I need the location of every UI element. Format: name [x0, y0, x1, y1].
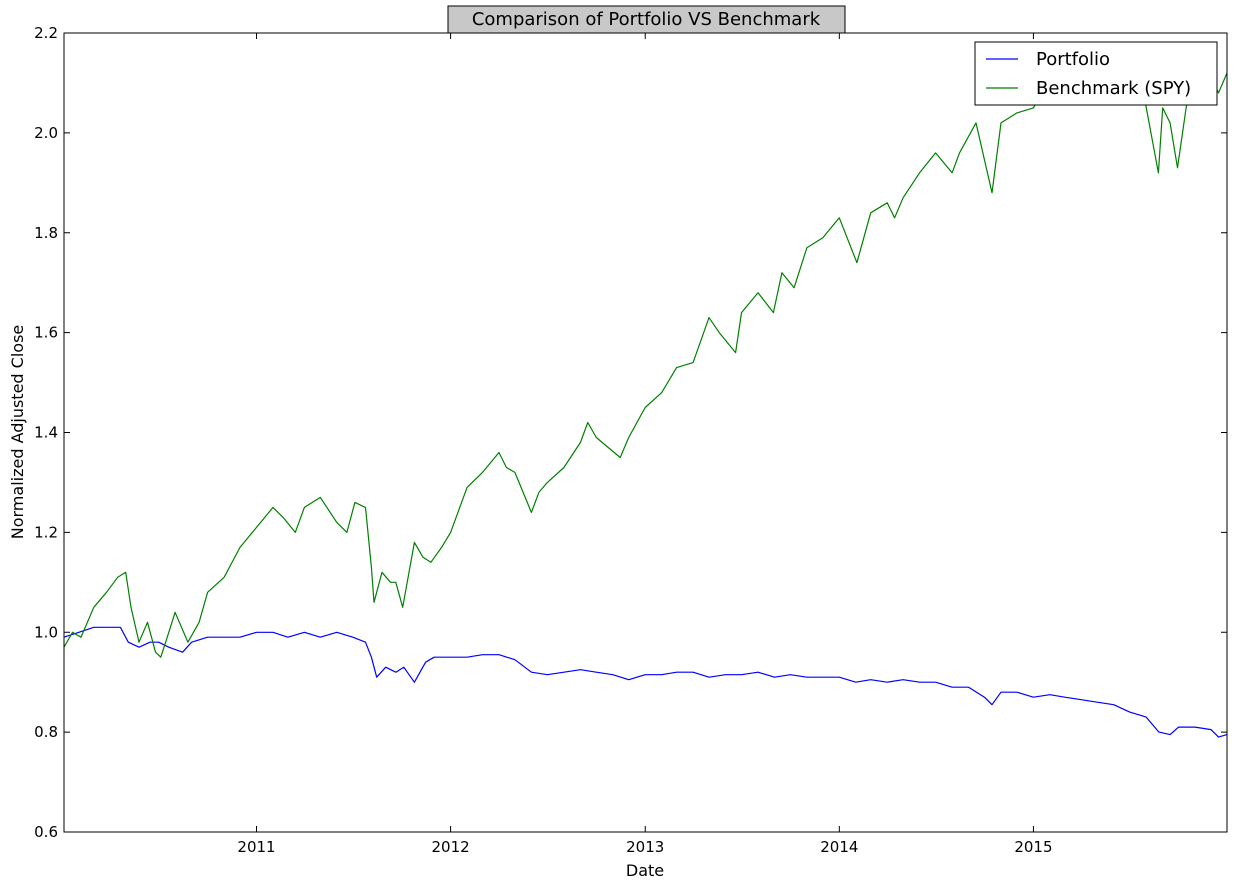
ticks-layer: 0.6 0.8 1.0 1.2 1.4 1.6 1.8 2.0 2.2 2011 2012 2013 2… [34, 24, 1227, 856]
y-tick-label: 0.8 [34, 723, 58, 741]
series-line-benchmark [63, 67, 1228, 658]
x-tick-label: 2013 [626, 838, 664, 856]
legend-label-portfolio: Portfolio [1036, 49, 1110, 70]
x-tick-label: 2015 [1014, 838, 1052, 856]
legend: Portfolio Benchmark (SPY) [974, 41, 1218, 106]
y-tick-label: 1.2 [34, 523, 58, 541]
series-layer [63, 67, 1228, 738]
y-tick-label: 1.6 [34, 324, 58, 342]
title-box [447, 5, 846, 34]
series-line-portfolio [63, 626, 1228, 738]
y-tick-label: 1.4 [34, 424, 58, 442]
y-tick-label: 0.6 [34, 823, 58, 841]
legend-label-benchmark: Benchmark (SPY) [1036, 78, 1191, 99]
chart-title: Comparison of Portfolio VS Benchmark [472, 9, 821, 30]
x-axis-label: Date [626, 861, 664, 880]
y-tick-label: 2.2 [34, 24, 58, 42]
x-tick-label: 2011 [237, 838, 275, 856]
x-tick-label: 2012 [432, 838, 470, 856]
plot-area-frame [63, 32, 1228, 833]
y-tick-label: 1.8 [34, 224, 58, 242]
y-tick-label: 2.0 [34, 124, 58, 142]
x-tick-label: 2014 [820, 838, 858, 856]
legend-frame [974, 41, 1218, 106]
y-tick-label: 1.0 [34, 623, 58, 641]
title-group: Comparison of Portfolio VS Benchmark [447, 5, 846, 34]
y-axis-label: Normalized Adjusted Close [8, 325, 27, 540]
